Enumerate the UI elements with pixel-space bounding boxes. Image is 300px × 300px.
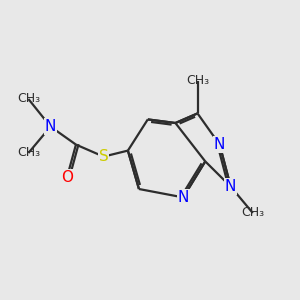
Text: N: N — [45, 119, 56, 134]
Text: CH₃: CH₃ — [17, 146, 40, 160]
Text: N: N — [214, 137, 225, 152]
Text: O: O — [61, 169, 73, 184]
Text: CH₃: CH₃ — [186, 74, 209, 88]
Text: CH₃: CH₃ — [17, 92, 40, 106]
Text: CH₃: CH₃ — [241, 206, 264, 220]
Text: N: N — [178, 190, 189, 205]
Text: N: N — [225, 179, 236, 194]
Text: S: S — [99, 149, 109, 164]
